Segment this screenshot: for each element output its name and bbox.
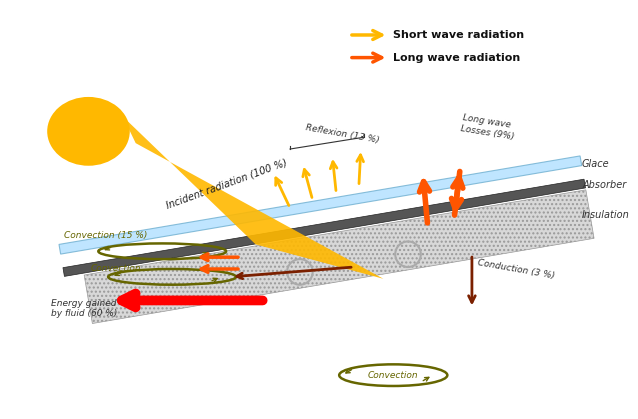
Text: Convection (15 %): Convection (15 %) [64,230,147,240]
Text: Conduction (3 %): Conduction (3 %) [477,259,556,281]
Polygon shape [59,156,582,254]
Polygon shape [123,116,383,279]
Text: Insulation: Insulation [582,210,630,220]
Polygon shape [84,190,594,323]
Text: Glace: Glace [582,159,610,169]
Text: Reflexion (13 %): Reflexion (13 %) [305,123,380,145]
Text: Short wave radiation: Short wave radiation [393,30,524,40]
Text: Incident radiation (100 %): Incident radiation (100 %) [165,157,289,210]
Polygon shape [63,179,586,277]
Text: Energy gained
by fluid (60 %): Energy gained by fluid (60 %) [51,299,117,318]
Text: Long wave radiation: Long wave radiation [393,53,521,62]
Text: Absorber: Absorber [582,181,627,190]
Text: Convection: Convection [368,371,419,380]
Text: Convection: Convection [91,264,141,273]
Text: Long wave
Losses (9%): Long wave Losses (9%) [460,114,517,141]
Ellipse shape [47,97,130,166]
